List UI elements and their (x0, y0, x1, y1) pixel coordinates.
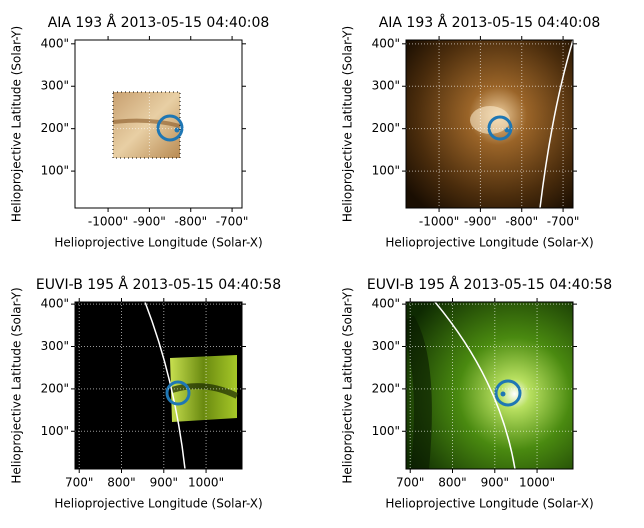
x-tick-label: -900" (464, 215, 497, 229)
y-tick-label: 100" (41, 424, 69, 438)
y-tick-label: 200" (41, 121, 69, 135)
panel-3-image (75, 302, 242, 469)
y-tick-label: 200" (372, 121, 400, 135)
y-tick-label: 100" (41, 164, 69, 178)
y-tick-label: 200" (372, 381, 400, 395)
y-axis-label: Helioprojective Latitude (Solar-Y) (10, 287, 24, 483)
y-axis-label: Helioprojective Latitude (Solar-Y) (341, 287, 355, 483)
x-tick-label: 800" (438, 476, 466, 490)
panel-title: EUVI-B 195 Å 2013-05-15 04:40:58 (367, 276, 612, 293)
x-tick-label: -900" (133, 215, 166, 229)
x-tick-label: -800" (505, 215, 538, 229)
y-tick-label: 300" (41, 79, 69, 93)
x-tick-label: -1000" (419, 215, 459, 229)
x-tick-label: 1000" (519, 476, 555, 490)
y-tick-label: 100" (372, 164, 400, 178)
x-tick-label: 800" (107, 476, 135, 490)
y-tick-label: 200" (41, 381, 69, 395)
y-tick-label: 300" (41, 339, 69, 353)
x-tick-label: -700" (216, 215, 249, 229)
x-tick-label: 700" (65, 476, 93, 490)
y-axis-label: Helioprojective Latitude (Solar-Y) (341, 26, 355, 222)
x-tick-label: -800" (174, 215, 207, 229)
x-axis-label: Helioprojective Longitude (Solar-X) (385, 497, 593, 511)
y-tick-label: 300" (372, 79, 400, 93)
x-axis-label: Helioprojective Longitude (Solar-X) (54, 236, 262, 250)
panel-title: EUVI-B 195 Å 2013-05-15 04:40:58 (36, 276, 281, 293)
y-tick-label: 400" (41, 36, 69, 50)
x-axis-label: Helioprojective Longitude (Solar-X) (385, 236, 593, 250)
y-axis-label: Helioprojective Latitude (Solar-Y) (10, 26, 24, 222)
y-tick-label: 400" (372, 36, 400, 50)
panel-4-image (406, 302, 573, 469)
y-tick-label: 400" (41, 297, 69, 311)
x-tick-label: 900" (481, 476, 509, 490)
axes-frame (405, 301, 574, 470)
y-tick-label: 400" (372, 297, 400, 311)
panel-2-image (406, 40, 573, 208)
x-axis-label: Helioprojective Longitude (Solar-X) (54, 497, 262, 511)
axes-frame (74, 301, 243, 470)
x-tick-label: 900" (150, 476, 178, 490)
x-tick-label: 1000" (188, 476, 224, 490)
x-tick-label: -1000" (88, 215, 128, 229)
y-tick-label: 100" (372, 424, 400, 438)
x-tick-label: -700" (547, 215, 580, 229)
panel-title: AIA 193 Å 2013-05-15 04:40:08 (379, 14, 601, 31)
axes-frame (405, 39, 574, 209)
axes-frame (74, 39, 243, 209)
y-tick-label: 300" (372, 339, 400, 353)
x-tick-label: 700" (396, 476, 424, 490)
panel-title: AIA 193 Å 2013-05-15 04:40:08 (48, 14, 270, 31)
panel-1-image (112, 91, 184, 159)
